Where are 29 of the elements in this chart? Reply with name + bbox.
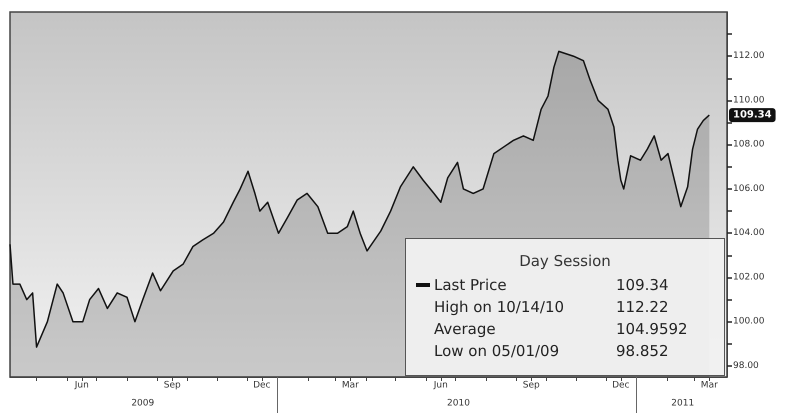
- y-tick-label: 108.00: [733, 140, 765, 150]
- x-tick-label: Mar: [342, 380, 360, 390]
- x2-tick-label: 2011: [671, 398, 694, 408]
- annotation: 104.9592: [616, 319, 688, 340]
- y-tick-label: 102.00: [733, 272, 765, 282]
- y-tick-label: 106.00: [733, 184, 765, 194]
- annotation: Average: [434, 319, 497, 340]
- x2-tick-label: 2010: [447, 398, 470, 408]
- annotation: 112.22: [616, 297, 668, 318]
- legend-title: Day Session: [518, 251, 612, 271]
- x-tick-label: Mar: [700, 380, 718, 390]
- y-tick-label: 110.00: [733, 95, 765, 106]
- y-tick-label: 100.00: [733, 316, 765, 327]
- x-tick-label: Dec: [612, 380, 630, 390]
- y-tick-label: 98.00: [733, 360, 760, 371]
- y-tick-label: 104.00: [733, 228, 765, 238]
- x2-tick-label: 2009: [131, 398, 155, 408]
- annotation: 109.34: [733, 110, 772, 121]
- x-tick-label: Jun: [74, 380, 89, 390]
- y-tick-label: 112.00: [733, 51, 765, 62]
- x-tick-label: Sep: [522, 380, 540, 390]
- legend-label: Last Price: [434, 275, 508, 296]
- annotation: 109.34: [616, 275, 668, 296]
- x-tick-label: Sep: [164, 380, 182, 390]
- x-tick-label: Jun: [432, 380, 448, 390]
- annotation: 98.852: [616, 341, 668, 362]
- annotation: Low on 05/01/09: [434, 341, 560, 362]
- x-tick-label: Dec: [253, 380, 271, 390]
- annotation: High on 10/14/10: [434, 297, 566, 318]
